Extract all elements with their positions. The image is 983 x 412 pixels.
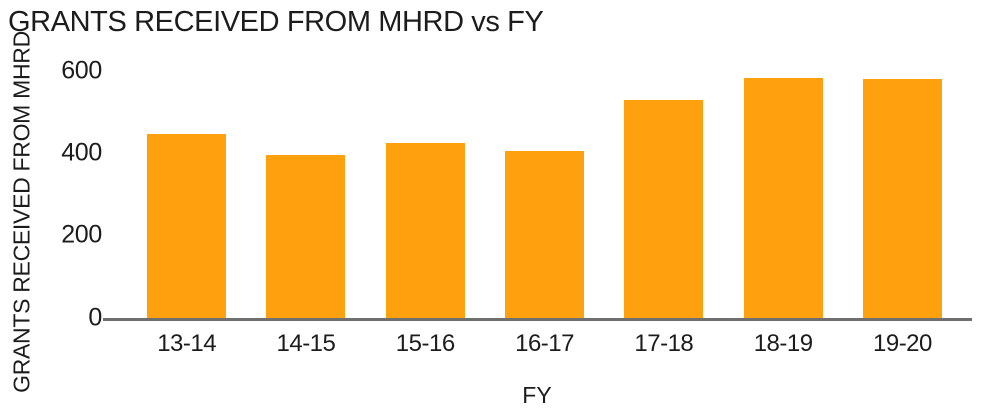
- x-tick-label: 18-19: [753, 330, 813, 357]
- x-tick-label: 17-18: [634, 330, 694, 357]
- bar: [743, 77, 823, 319]
- chart-title: GRANTS RECEIVED FROM MHRD vs FY: [8, 6, 544, 38]
- x-axis-line: [103, 318, 972, 321]
- x-tick-label: 13-14: [157, 330, 217, 357]
- bar: [385, 143, 465, 319]
- x-tick-label: 16-17: [515, 330, 574, 357]
- bar: [147, 133, 227, 319]
- x-tick-label: 14-15: [276, 330, 336, 357]
- x-tick-label: 15-16: [395, 330, 455, 357]
- y-tick-label: 400: [61, 138, 102, 167]
- y-tick-label: 200: [61, 220, 102, 249]
- bar: [624, 99, 704, 319]
- bar: [862, 79, 942, 319]
- y-tick-label: 600: [61, 56, 102, 84]
- x-tick-label: 19-20: [872, 330, 932, 357]
- x-axis-label: FY: [522, 382, 552, 408]
- y-tick-label: 0: [88, 303, 102, 331]
- bar: [266, 155, 346, 319]
- bar: [505, 151, 585, 319]
- y-axis-label: GRANTS RECEIVED FROM MHRD: [8, 31, 35, 393]
